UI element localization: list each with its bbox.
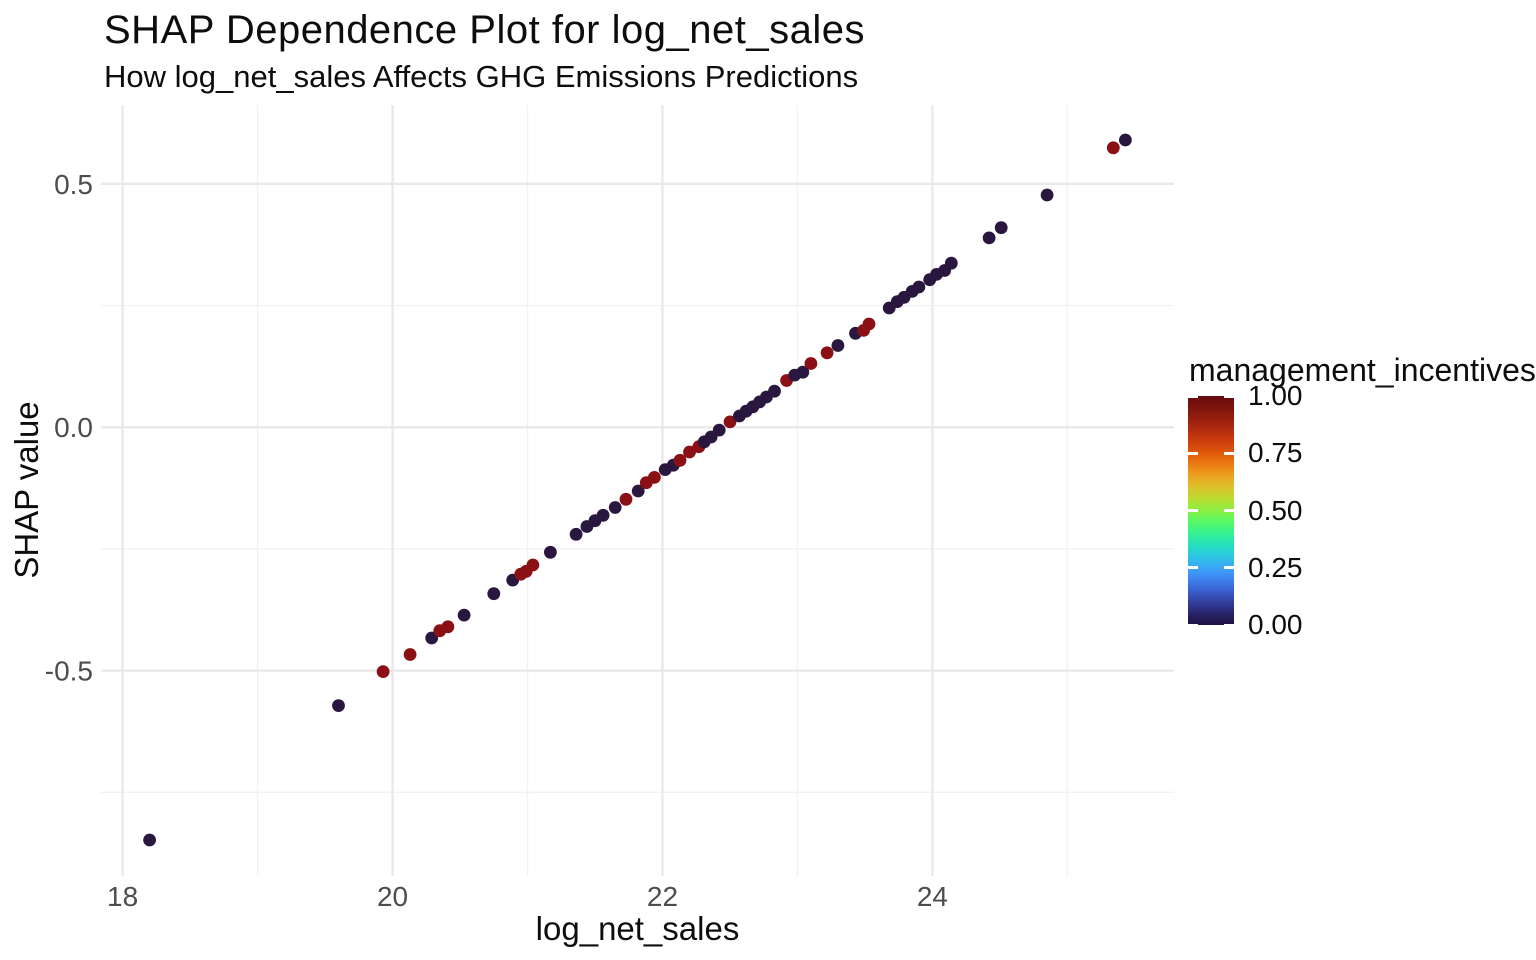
data-point — [403, 648, 417, 661]
data-point — [862, 317, 876, 331]
x-axis-title: log_net_sales — [535, 910, 740, 947]
x-tick-label: 20 — [377, 881, 408, 912]
data-point — [994, 221, 1008, 235]
data-point — [457, 608, 471, 622]
data-point — [820, 346, 834, 360]
legend-tick — [1224, 451, 1234, 455]
y-tick-label: 0.0 — [54, 412, 93, 443]
legend-tick — [1188, 451, 1198, 455]
data-point — [982, 231, 996, 245]
data-point — [673, 453, 687, 467]
data-point — [683, 445, 696, 459]
legend-tick — [1188, 566, 1198, 570]
y-axis-title: SHAP value — [8, 401, 45, 579]
legend-tick — [1224, 509, 1234, 512]
x-tick-label: 24 — [917, 881, 948, 912]
data-point — [796, 365, 810, 379]
data-point — [831, 339, 845, 352]
legend-tick-label: 0.25 — [1248, 551, 1303, 583]
data-point — [1040, 188, 1054, 202]
legend-tick — [1188, 623, 1198, 627]
legend-tick-label: 0.75 — [1248, 437, 1303, 469]
legend-title: management_incentives — [1189, 352, 1536, 388]
x-tick-label: 18 — [107, 881, 138, 912]
data-point — [569, 527, 583, 541]
data-point — [768, 384, 781, 398]
legend-tick-label: 0.00 — [1248, 609, 1303, 640]
x-tick-label: 22 — [647, 881, 678, 912]
data-point — [1106, 141, 1120, 155]
data-point — [712, 423, 726, 437]
legend-tick-label: 0.50 — [1248, 494, 1303, 526]
data-point — [944, 256, 958, 270]
data-point — [804, 357, 818, 370]
data-point — [332, 699, 345, 712]
data-point — [143, 833, 157, 847]
legend-tick — [1188, 509, 1198, 512]
legend-tick — [1224, 394, 1234, 398]
data-point — [723, 415, 737, 429]
data-point — [912, 280, 926, 294]
data-point — [608, 501, 622, 514]
data-point — [631, 484, 645, 498]
data-point — [619, 492, 633, 506]
data-point — [596, 508, 610, 522]
legend-tick — [1188, 394, 1198, 398]
data-point — [648, 471, 661, 484]
data-point — [487, 587, 501, 601]
data-point — [441, 620, 455, 634]
data-point — [544, 545, 557, 559]
legend-tick-label: 1.00 — [1248, 380, 1303, 411]
legend-tick — [1224, 566, 1234, 570]
data-point — [1119, 133, 1132, 147]
data-point — [526, 558, 540, 572]
y-tick-label: 0.5 — [54, 169, 93, 200]
plot-subtitle: How log_net_sales Affects GHG Emissions … — [104, 59, 859, 94]
y-tick-label: -0.5 — [45, 656, 93, 687]
data-point — [376, 665, 390, 678]
plot-title: SHAP Dependence Plot for log_net_sales — [104, 8, 865, 52]
legend-tick — [1224, 623, 1234, 627]
